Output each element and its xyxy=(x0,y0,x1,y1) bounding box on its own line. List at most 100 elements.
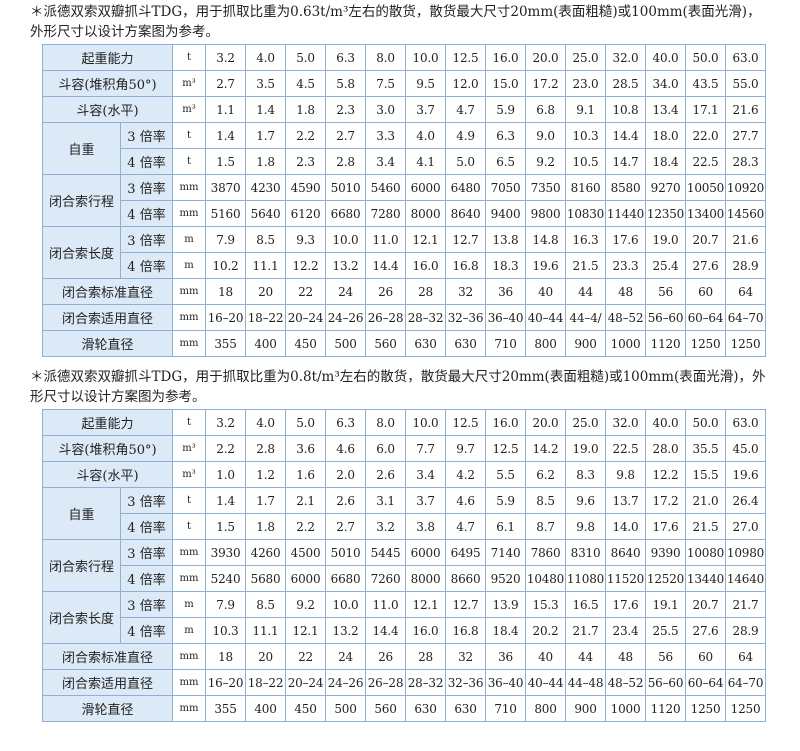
value-cell: 8.5 xyxy=(525,487,567,514)
value-cell: 13.8 xyxy=(485,226,527,253)
value-cell: 19.6 xyxy=(525,252,567,279)
value-cell: 6000 xyxy=(405,539,447,566)
value-cell: 8.5 xyxy=(245,591,287,618)
value-cell: 7280 xyxy=(365,200,407,227)
value-cell: 12.5 xyxy=(445,409,487,436)
value-cell: 710 xyxy=(485,695,527,722)
value-cell: 2.3 xyxy=(325,96,367,123)
value-cell: 15.0 xyxy=(485,70,527,97)
row-sublabel: 3 倍率 xyxy=(119,122,174,149)
value-cell: 5.9 xyxy=(485,487,527,514)
table-row: 闭合索适用直径 mm 16–20 18–22 20–24 24–26 26–28 28–32 3… xyxy=(41,304,767,331)
value-cell: 19.6 xyxy=(725,461,767,488)
value-cell: 28 xyxy=(405,643,447,670)
value-cell: 26 xyxy=(365,278,407,305)
row-sublabel: 3 倍率 xyxy=(119,487,174,514)
value-cell: 19.1 xyxy=(645,591,687,618)
value-cell: 560 xyxy=(365,330,407,357)
value-cell: 6000 xyxy=(405,174,447,201)
value-cell: 48 xyxy=(605,278,647,305)
value-cell: 21.7 xyxy=(725,591,767,618)
value-cell: 20 xyxy=(245,278,287,305)
value-cell: 7050 xyxy=(485,174,527,201)
value-cell: 2.8 xyxy=(245,435,287,462)
value-cell: 19.0 xyxy=(565,435,607,462)
value-cell: 5160 xyxy=(205,200,247,227)
value-cell: 11.0 xyxy=(365,591,407,618)
value-cell: 9400 xyxy=(485,200,527,227)
value-cell: 40.0 xyxy=(645,44,687,71)
value-cell: 44 xyxy=(565,643,607,670)
value-cell: 630 xyxy=(405,695,447,722)
value-cell: 14.2 xyxy=(525,435,567,462)
value-cell: 13.2 xyxy=(325,252,367,279)
table-row: 闭合索标准直径 mm 18 20 22 24 26 28 32 36 40 44 48 56 60 64 xyxy=(41,278,767,305)
value-cell: 11.1 xyxy=(245,617,287,644)
value-cell: 32.0 xyxy=(605,409,647,436)
value-cell: 40–44 xyxy=(525,304,567,331)
value-cell: 28 xyxy=(405,278,447,305)
value-cell: 10.5 xyxy=(565,148,607,175)
value-cell: 9.2 xyxy=(525,148,567,175)
value-cell: 5460 xyxy=(365,174,407,201)
value-cell: 1.4 xyxy=(245,96,287,123)
value-cell: 2.7 xyxy=(325,122,367,149)
value-cell: 5.9 xyxy=(485,96,527,123)
value-cell: 44 xyxy=(565,278,607,305)
value-cell: 16.0 xyxy=(405,617,447,644)
value-cell: 17.1 xyxy=(685,96,727,123)
value-cell: 1000 xyxy=(605,695,647,722)
value-cell: 4.5 xyxy=(285,70,327,97)
value-cell: 1250 xyxy=(685,695,727,722)
table-row: 滑轮直径 mm 355 400 450 500 560 630 630 710 800 900 1000… xyxy=(41,330,767,357)
value-cell: 2.3 xyxy=(285,148,327,175)
value-cell: 4230 xyxy=(245,174,287,201)
value-cell: 14.4 xyxy=(605,122,647,149)
unit: m³ xyxy=(172,70,207,97)
table-row: 斗容(水平) m³ 1.0 1.2 1.6 2.0 2.6 3.4 4.2 5.5 6.2 8.3 9.… xyxy=(41,461,767,488)
value-cell: 10.0 xyxy=(405,409,447,436)
value-cell: 3.7 xyxy=(405,487,447,514)
value-cell: 1.6 xyxy=(285,461,327,488)
value-cell: 5240 xyxy=(205,565,247,592)
value-cell: 10.0 xyxy=(325,591,367,618)
value-cell: 1120 xyxy=(645,330,687,357)
value-cell: 11080 xyxy=(565,565,607,592)
row-label: 闭合索长度 xyxy=(42,226,121,279)
value-cell: 20–24 xyxy=(285,669,327,696)
value-cell: 22 xyxy=(285,643,327,670)
row-label: 起重能力 xyxy=(41,409,174,436)
value-cell: 10080 xyxy=(685,539,727,566)
value-cell: 21.5 xyxy=(685,513,727,540)
value-cell: 21.6 xyxy=(725,226,767,253)
table-body: 起重能力 t 3.2 4.0 5.0 6.3 8.0 10.0 12.5 16.0 20.0 25.0… xyxy=(41,44,767,357)
value-cell: 28.3 xyxy=(725,148,767,175)
value-cell: 6.3 xyxy=(325,44,367,71)
value-cell: 7.9 xyxy=(205,226,247,253)
value-cell: 6.2 xyxy=(525,461,567,488)
value-cell: 16.0 xyxy=(485,409,527,436)
value-cell: 3.7 xyxy=(405,96,447,123)
value-cell: 32 xyxy=(445,278,487,305)
value-cell: 24 xyxy=(325,643,367,670)
value-cell: 21.6 xyxy=(725,96,767,123)
table-row: 斗容(堆积角50°) m³ 2.2 2.8 3.6 4.6 6.0 7.7 9.7 12.5 14.… xyxy=(41,435,767,462)
value-cell: 63.0 xyxy=(725,409,767,436)
value-cell: 630 xyxy=(445,695,487,722)
value-cell: 56–60 xyxy=(645,669,687,696)
row-label: 闭合索标准直径 xyxy=(41,643,174,670)
value-cell: 14.7 xyxy=(605,148,647,175)
value-cell: 10.3 xyxy=(205,617,247,644)
value-cell: 35.5 xyxy=(685,435,727,462)
table-row: 4 倍率 m 10.3 11.1 12.1 13.2 14.4 16.0 16.8 18.4 20.… xyxy=(43,617,767,644)
value-cell: 3.2 xyxy=(205,44,247,71)
value-cell: 22.0 xyxy=(685,122,727,149)
unit: m³ xyxy=(172,96,207,123)
value-cell: 8310 xyxy=(565,539,607,566)
value-cell: 6.3 xyxy=(485,122,527,149)
value-cell: 14560 xyxy=(725,200,767,227)
value-cell: 3930 xyxy=(205,539,247,566)
value-cell: 12.7 xyxy=(445,226,487,253)
value-cell: 450 xyxy=(285,330,327,357)
